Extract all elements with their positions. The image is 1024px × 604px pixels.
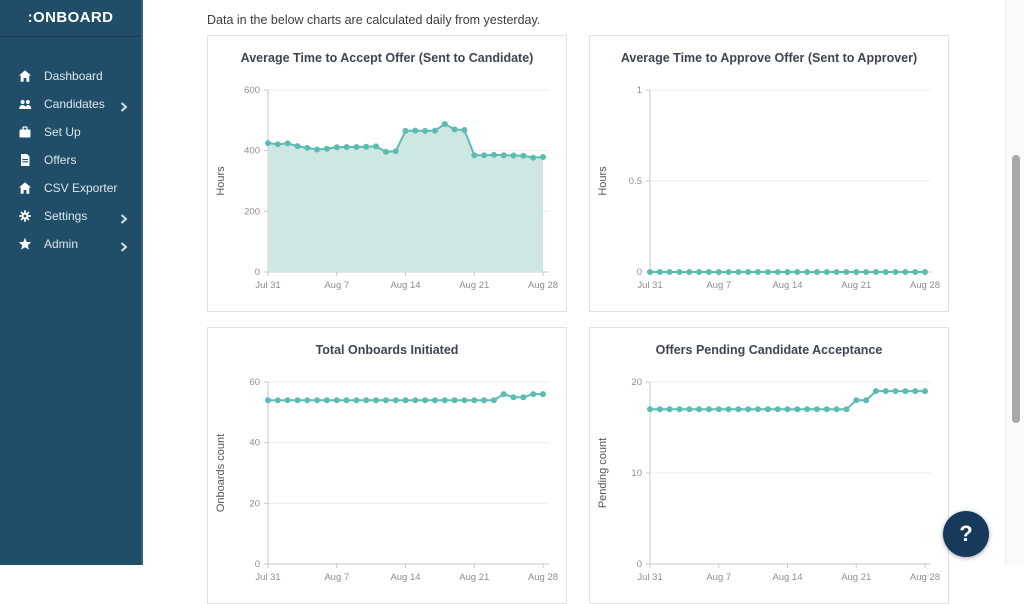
- main-content: Data in the below charts are calculated …: [143, 0, 1024, 604]
- charts-grid: Average Time to Accept Offer (Sent to Ca…: [207, 35, 949, 604]
- svg-text:400: 400: [244, 146, 260, 157]
- svg-text:200: 200: [244, 206, 260, 217]
- home-icon: [18, 69, 32, 83]
- svg-text:Aug 21: Aug 21: [841, 572, 871, 583]
- svg-text:Aug 28: Aug 28: [910, 572, 940, 583]
- chart-card-approve-offer: Average Time to Approve Offer (Sent to A…: [589, 35, 949, 312]
- gear-icon: [18, 209, 32, 223]
- chart-approve-offer: 0 0.5 1 Jul 31 Aug 7 Aug 14 Aug 21 Aug 28 Hours: [597, 85, 940, 291]
- chevron-right-icon: [120, 211, 128, 224]
- sidebar-item-label: Offers: [44, 153, 77, 167]
- sidebar-item-settings[interactable]: Settings: [0, 202, 141, 230]
- svg-text:Aug 28: Aug 28: [528, 280, 558, 291]
- chart-card-offers-pending: Offers Pending Candidate Acceptance 0 10 2…: [589, 327, 949, 604]
- svg-text:Aug 7: Aug 7: [324, 280, 349, 291]
- svg-text:Aug 14: Aug 14: [390, 572, 420, 583]
- svg-text:60: 60: [249, 377, 260, 388]
- svg-text:Aug 7: Aug 7: [706, 572, 731, 583]
- svg-text:Aug 14: Aug 14: [772, 572, 802, 583]
- sidebar-item-csv-exporter[interactable]: CSV Exporter: [0, 174, 141, 202]
- svg-text:Aug 28: Aug 28: [910, 280, 940, 291]
- sidebar-item-label: Set Up: [44, 125, 81, 139]
- sidebar-item-label: Settings: [44, 209, 88, 223]
- svg-text:0.5: 0.5: [629, 176, 642, 187]
- sidebar-item-label: Dashboard: [44, 69, 103, 83]
- svg-text:Jul 31: Jul 31: [637, 572, 662, 583]
- sidebar: :ONBOARD Dashboard Candidates Set Up: [0, 0, 143, 565]
- chevron-right-icon: [120, 239, 128, 252]
- svg-text:Aug 21: Aug 21: [459, 280, 489, 291]
- sidebar-nav: Dashboard Candidates Set Up Offers: [0, 62, 141, 258]
- svg-text:Hours: Hours: [215, 166, 227, 196]
- svg-text:Aug 7: Aug 7: [324, 572, 349, 583]
- chevron-right-icon: [120, 99, 128, 112]
- svg-text:Jul 31: Jul 31: [255, 572, 280, 583]
- sidebar-item-label: CSV Exporter: [44, 181, 118, 195]
- svg-text:20: 20: [631, 377, 642, 388]
- svg-text:20: 20: [249, 498, 260, 509]
- svg-text:Aug 21: Aug 21: [459, 572, 489, 583]
- svg-text:0: 0: [637, 267, 642, 278]
- sidebar-item-set-up[interactable]: Set Up: [0, 118, 141, 146]
- help-button[interactable]: ?: [943, 511, 989, 557]
- chart-title: Average Time to Accept Offer (Sent to Ca…: [240, 51, 534, 65]
- chart-card-accept-offer: Average Time to Accept Offer (Sent to Ca…: [207, 35, 567, 312]
- svg-text:Onboards count: Onboards count: [215, 434, 227, 512]
- intro-text: Data in the below charts are calculated …: [207, 13, 541, 27]
- star-icon: [18, 237, 32, 251]
- sidebar-item-label: Admin: [44, 237, 79, 251]
- sidebar-item-dashboard[interactable]: Dashboard: [0, 62, 141, 90]
- svg-text:0: 0: [255, 267, 260, 278]
- chart-title: Average Time to Approve Offer (Sent to A…: [620, 51, 918, 65]
- sidebar-item-candidates[interactable]: Candidates: [0, 90, 141, 118]
- home-icon: [18, 181, 32, 195]
- svg-text:10: 10: [631, 468, 642, 479]
- svg-text:Aug 14: Aug 14: [772, 280, 802, 291]
- scrollbar-track[interactable]: [1005, 0, 1024, 565]
- svg-text:Aug 7: Aug 7: [706, 280, 731, 291]
- svg-text:Aug 21: Aug 21: [841, 280, 871, 291]
- chart-accept-offer: 0 200 400 600 Jul 31 Aug 7 Aug 14 Aug 21 Aug 28 H…: [215, 85, 558, 291]
- sidebar-item-label: Candidates: [44, 97, 105, 111]
- sidebar-item-admin[interactable]: Admin: [0, 230, 141, 258]
- file-icon: [18, 153, 32, 167]
- scrollbar-thumb[interactable]: [1012, 155, 1020, 423]
- briefcase-icon: [18, 125, 32, 139]
- chart-title: Total Onboards Initiated: [315, 343, 459, 357]
- svg-text:40: 40: [249, 438, 260, 449]
- chart-card-onboards-initiated: Total Onboards Initiated 0 20 40 60 Jul 31 Au…: [207, 327, 567, 604]
- svg-text:Pending count: Pending count: [597, 438, 609, 508]
- users-icon: [18, 97, 32, 111]
- sidebar-item-offers[interactable]: Offers: [0, 146, 141, 174]
- app-logo: :ONBOARD: [0, 0, 141, 37]
- svg-text:Aug 28: Aug 28: [528, 572, 558, 583]
- svg-text:Aug 14: Aug 14: [390, 280, 420, 291]
- svg-text:Hours: Hours: [597, 166, 609, 196]
- chart-title: Offers Pending Candidate Acceptance: [655, 343, 883, 357]
- svg-text:600: 600: [244, 85, 260, 96]
- svg-text:1: 1: [637, 85, 642, 96]
- svg-text:Jul 31: Jul 31: [255, 280, 280, 291]
- svg-text:Jul 31: Jul 31: [637, 280, 662, 291]
